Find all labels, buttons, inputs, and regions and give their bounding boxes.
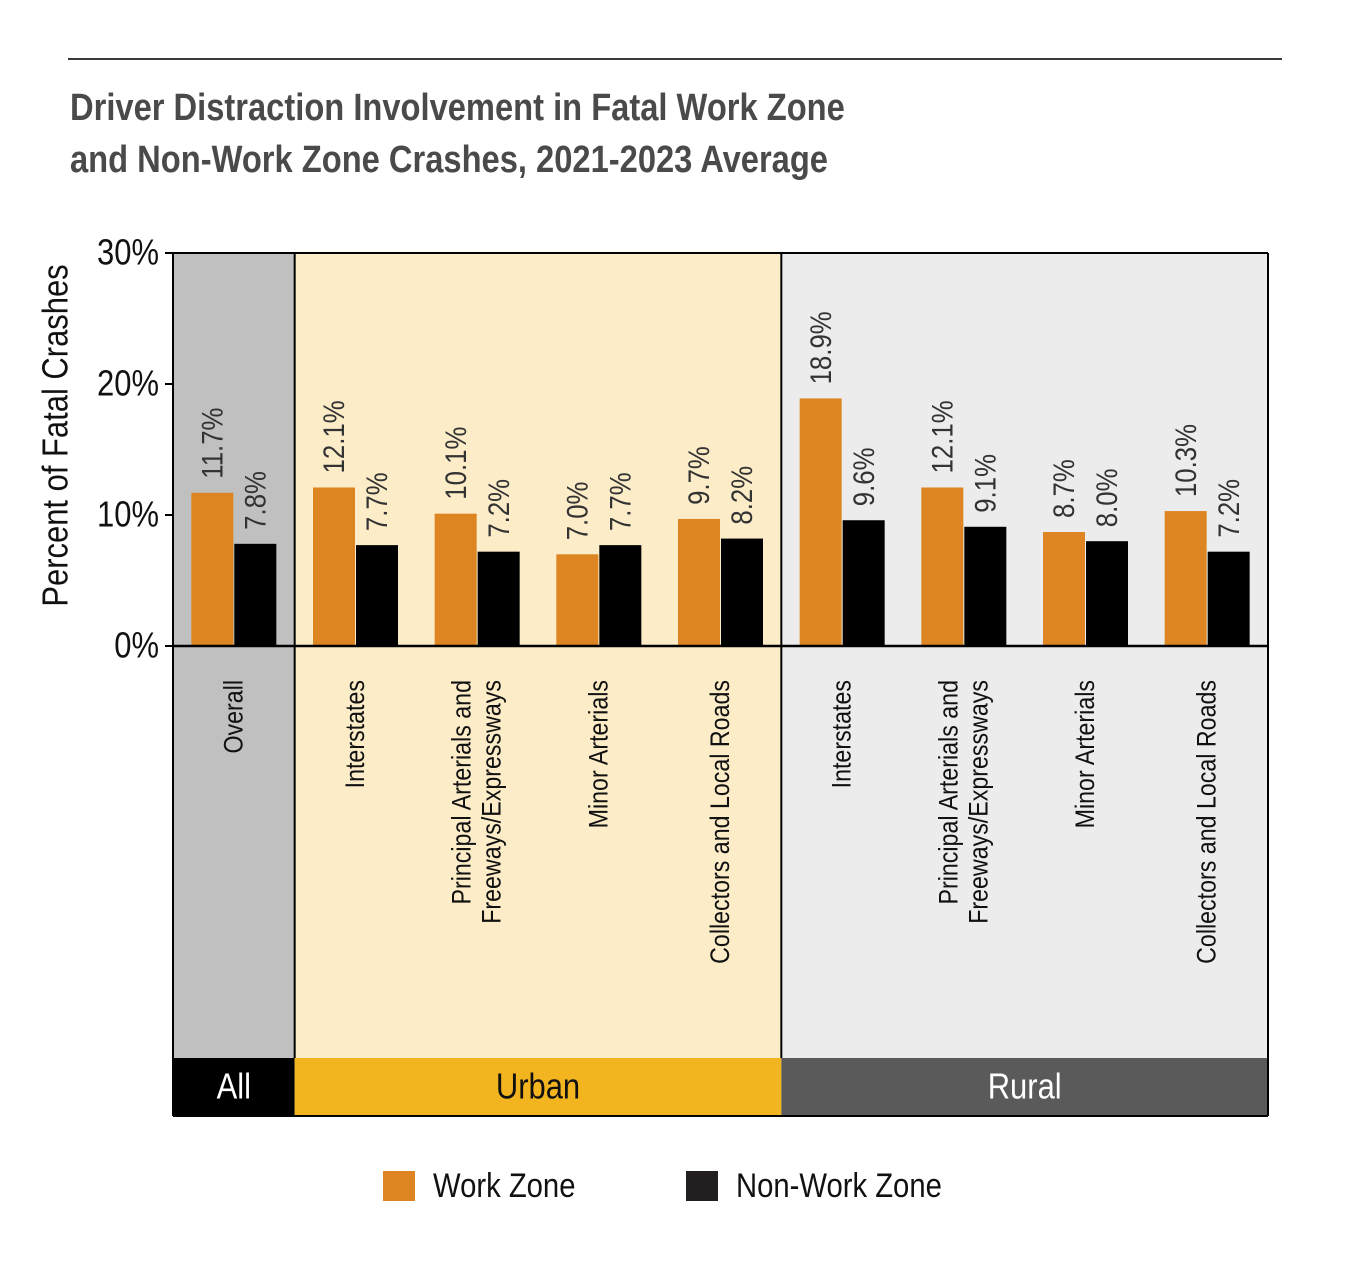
y-tick-label-0: 0% [114,626,159,666]
group-background-rural [781,253,1268,1058]
value-label-work-zone-3: 7.0% [561,482,594,541]
category-label-6-line-0: Principal Arterials and [934,680,964,904]
category-label-8: Collectors and Local Roads [1192,680,1222,964]
y-tick-label-3: 30% [97,233,159,273]
y-tick-label-2: 20% [97,364,159,404]
category-label-2-line-1: Freeways/Expressways [477,680,507,924]
legend-work-zone-swatch [383,1171,415,1201]
bar-work-zone-8 [1164,511,1207,646]
bar-work-zone-6 [921,487,964,646]
value-label-work-zone-8: 10.3% [1169,424,1202,497]
value-label-non-work-zone-0: 7.8% [239,471,272,530]
bar-non-work-zone-3 [599,545,642,646]
category-label-1: Interstates [340,680,370,788]
bar-work-zone-4 [678,518,720,646]
value-label-work-zone-0: 11.7% [196,408,229,479]
value-label-non-work-zone-4: 8.2% [725,466,758,525]
chart-title-line-2: and Non-Work Zone Crashes, 2021-2023 Ave… [70,139,828,181]
group-band-all [173,1058,295,1116]
value-label-non-work-zone-7: 8.0% [1090,468,1123,527]
group-band-urban [294,1058,782,1116]
y-tick-label-1: 10% [97,495,159,535]
legend-work-zone-label: Work Zone [433,1166,576,1205]
top-rule [68,58,1282,60]
chart-title: Driver Distraction Involvement in Fatal … [70,82,930,186]
value-label-non-work-zone-1: 7.7% [360,472,393,531]
legend-work-zone: Work Zone [383,1166,599,1205]
value-label-work-zone-7: 8.7% [1047,459,1080,518]
value-label-work-zone-5: 18.9% [804,311,837,384]
group-band-rural [781,1058,1268,1116]
bar-non-work-zone-8 [1207,551,1250,646]
category-label-4: Collectors and Local Roads [705,680,735,964]
bar-non-work-zone-0 [234,543,277,646]
bar-non-work-zone-7 [1086,541,1128,646]
bar-non-work-zone-4 [721,538,763,646]
bar-work-zone-0 [191,492,234,646]
bar-work-zone-3 [556,554,599,646]
category-label-3: Minor Arterials [584,680,614,828]
legend-non-work-zone: Non-Work Zone [686,1166,975,1205]
bar-work-zone-2 [434,513,477,646]
category-label-2-line-0: Principal Arterials and [447,680,477,904]
category-label-6-line-1: Freeways/Expressways [964,680,994,924]
value-label-work-zone-1: 12.1% [317,400,350,473]
category-label-7: Minor Arterials [1070,680,1100,828]
bar-non-work-zone-6 [964,526,1007,646]
group-label-all: All [217,1067,251,1107]
group-background-urban [294,253,782,1058]
value-label-non-work-zone-2: 7.2% [482,479,515,538]
legend-non-work-zone-label: Non-Work Zone [736,1166,942,1205]
value-label-work-zone-4: 9.7% [682,446,715,505]
legend-non-work-zone-swatch [686,1171,718,1201]
value-label-non-work-zone-3: 7.7% [604,472,637,531]
value-label-work-zone-2: 10.1% [439,427,472,500]
bar-work-zone-7 [1043,532,1085,646]
bar-non-work-zone-1 [356,545,398,646]
bar-non-work-zone-2 [477,551,520,646]
group-label-urban: Urban [496,1067,580,1107]
group-background-all [173,253,295,1058]
bar-work-zone-5 [799,398,842,646]
bar-non-work-zone-5 [842,520,885,646]
value-label-non-work-zone-6: 9.1% [969,454,1002,513]
value-label-work-zone-6: 12.1% [926,400,959,473]
chart-title-line-1: Driver Distraction Involvement in Fatal … [70,87,845,129]
y-axis-label: Percent of Fatal Crashes [36,264,76,606]
category-label-5: Interstates [827,680,857,788]
category-label-0: Overall [219,680,249,754]
group-label-rural: Rural [988,1067,1062,1107]
value-label-non-work-zone-8: 7.2% [1212,479,1245,538]
value-label-non-work-zone-5: 9.6% [847,447,880,506]
bar-work-zone-1 [313,487,355,646]
